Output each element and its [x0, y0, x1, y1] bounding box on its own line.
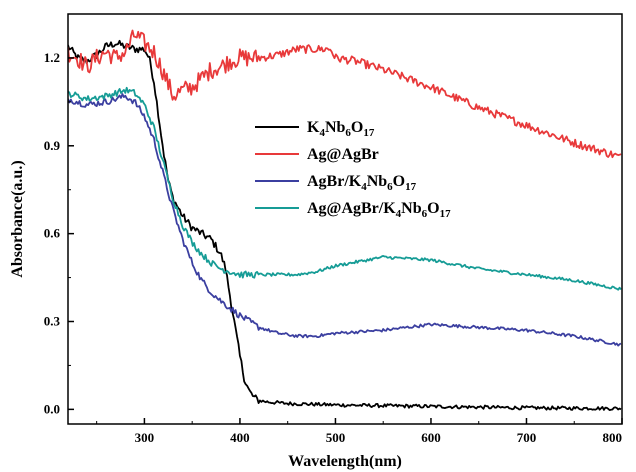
y-axis-label: Absorbance(a.u.) — [9, 160, 26, 277]
legend-label: Ag@AgBr — [307, 146, 379, 163]
x-tick-label: 400 — [230, 430, 250, 445]
legend-label: Ag@AgBr/K4Nb6O17 — [307, 200, 451, 220]
legend-label: K4Nb6O17 — [307, 119, 375, 139]
x-tick-label: 500 — [326, 430, 346, 445]
x-tick-label: 800 — [603, 430, 623, 445]
y-tick-label: 0.6 — [44, 226, 61, 241]
legend-label: AgBr/K4Nb6O17 — [307, 173, 417, 193]
x-tick-label: 600 — [421, 430, 441, 445]
series-line-1 — [68, 29, 622, 159]
x-axis-label: Wavelength(nm) — [288, 453, 402, 470]
series-line-0 — [68, 39, 622, 411]
y-tick-label: 0.0 — [44, 401, 60, 416]
y-tick-label: 0.3 — [44, 314, 61, 329]
series-line-3 — [68, 86, 622, 291]
x-tick-label: 700 — [517, 430, 537, 445]
x-tick-label: 300 — [135, 430, 155, 445]
series-line-2 — [68, 93, 622, 347]
plot-frame — [67, 13, 623, 425]
legend: K4Nb6O17 Ag@AgBr AgBr/K4Nb6O17 Ag@AgBr/K4Nb… — [255, 119, 451, 220]
y-tick-label: 1.2 — [44, 50, 60, 65]
y-tick-label: 0.9 — [44, 138, 61, 153]
plot-lines — [68, 29, 622, 411]
x-axis: 300 400 500 600 700 800 — [96, 418, 623, 445]
y-axis: 0.0 0.3 0.6 0.9 1.2 — [44, 50, 74, 416]
